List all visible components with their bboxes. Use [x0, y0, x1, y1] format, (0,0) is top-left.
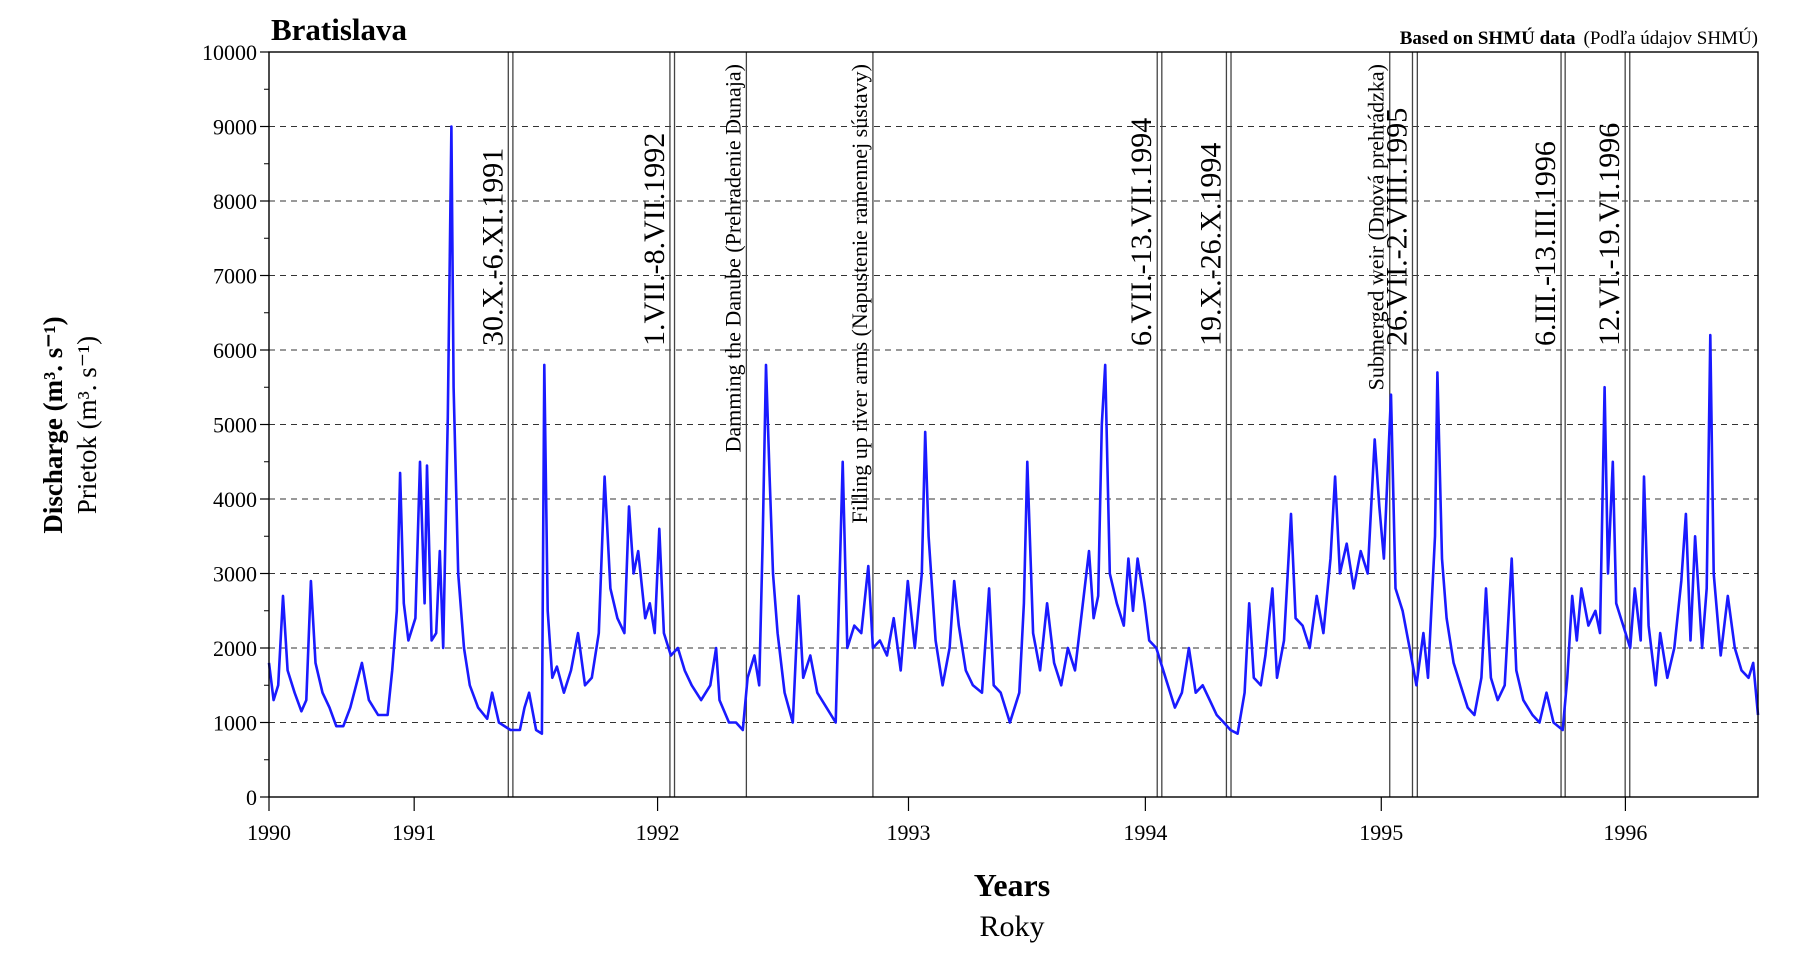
x-tick-label: 1993: [886, 820, 930, 845]
y-tick-label: 4000: [213, 487, 257, 512]
discharge-line: [267, 125, 1760, 735]
y-tick-label: 7000: [213, 264, 257, 289]
x-axis-title-sk: Roky: [979, 910, 1044, 943]
event-label: Damming the Danube (Prehradenie Dunaja): [720, 64, 745, 453]
chart-title: Bratislava: [271, 12, 408, 47]
y-tick-label: 9000: [213, 115, 257, 140]
y-tick-label: 6000: [213, 338, 257, 363]
y-tick-label: 3000: [213, 562, 257, 587]
x-axis-title: Years: [974, 867, 1050, 903]
y-axis-title-sk: Prietok (m³. s⁻¹): [72, 336, 102, 514]
event-label: 12.VI.-19.VI.1996: [1593, 123, 1626, 346]
y-tick-label: 2000: [213, 636, 257, 661]
event-label: 6.VII.-13.VII.1994: [1125, 118, 1158, 346]
event-label: Submerged weir (Dnová prehrádzka): [1364, 64, 1389, 390]
source-en: Based on SHMÚ data: [1400, 27, 1576, 49]
event-label: 19.X.-26.X.1994: [1194, 143, 1227, 346]
plot-frame: [268, 51, 1759, 798]
y-axis-title: Discharge (m³. s⁻¹): [38, 316, 68, 533]
source-sk: (Podľa údajov SHMÚ): [1584, 27, 1759, 49]
x-tick-label: 1991: [392, 820, 436, 845]
source: Based on SHMÚ data (Podľa údajov SHMÚ): [1400, 27, 1758, 49]
x-tick-label: 1996: [1603, 820, 1647, 845]
event-label: 30.X.-6.XI.1991: [476, 148, 509, 346]
y-tick-label: 8000: [213, 189, 257, 214]
y-tick-label: 5000: [213, 413, 257, 438]
x-tick-label: 1994: [1123, 820, 1167, 845]
event-label: 1.VII.-8.VII.1992: [638, 133, 671, 346]
x-tick-label: 1990: [247, 820, 291, 845]
event-label: 6.III.-13.III.1996: [1529, 141, 1562, 346]
y-tick-label: 1000: [213, 711, 257, 736]
y-tick-label: 10000: [202, 40, 257, 65]
x-tick-label: 1995: [1359, 820, 1403, 845]
y-tick-label: 0: [246, 785, 257, 810]
event-label: 26.VII.-2.VIII.1995: [1380, 108, 1413, 346]
x-tick-label: 1992: [636, 820, 680, 845]
event-label: Filling up river arms (Napustenie ramenn…: [847, 64, 872, 523]
